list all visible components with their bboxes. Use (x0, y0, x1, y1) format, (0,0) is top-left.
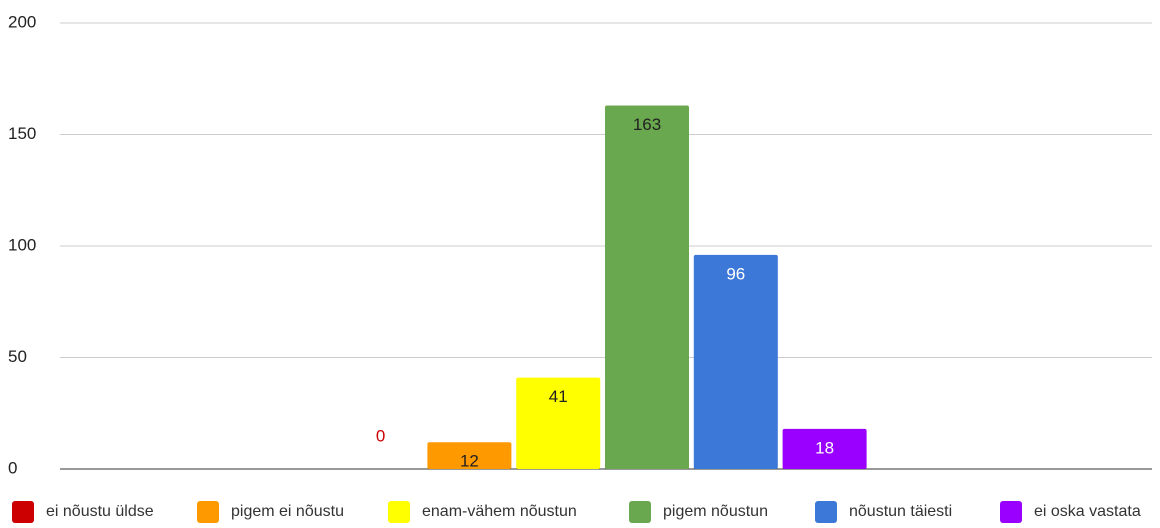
legend-label: nõustun täiesti (849, 503, 952, 520)
data-label: 96 (726, 264, 745, 283)
data-label: 163 (633, 115, 661, 134)
data-label: 41 (549, 387, 568, 406)
legend-swatch (629, 501, 651, 523)
legend-swatch (1000, 501, 1022, 523)
legend-label: ei oska vastata (1034, 503, 1141, 520)
legend-swatch (815, 501, 837, 523)
bar (782, 428, 867, 469)
data-label: 12 (460, 452, 479, 471)
bar (605, 105, 689, 469)
bar (516, 377, 601, 469)
legend-label: pigem ei nõustu (231, 503, 344, 520)
y-tick-label: 0 (8, 458, 17, 477)
data-label: 18 (815, 438, 834, 457)
data-label: 0 (376, 426, 385, 445)
y-tick-label: 50 (8, 347, 27, 366)
bar (427, 442, 512, 469)
y-tick-label: 200 (8, 12, 36, 31)
legend-swatch (197, 501, 219, 523)
legend-label: enam-vähem nõustun (422, 503, 577, 520)
legend-label: pigem nõustun (663, 503, 768, 520)
legend-swatch (12, 501, 34, 523)
bar (693, 254, 778, 469)
legend-label: ei nõustu üldse (46, 503, 154, 520)
y-tick-label: 150 (8, 124, 36, 143)
legend-swatch (388, 501, 410, 523)
y-tick-label: 100 (8, 235, 36, 254)
